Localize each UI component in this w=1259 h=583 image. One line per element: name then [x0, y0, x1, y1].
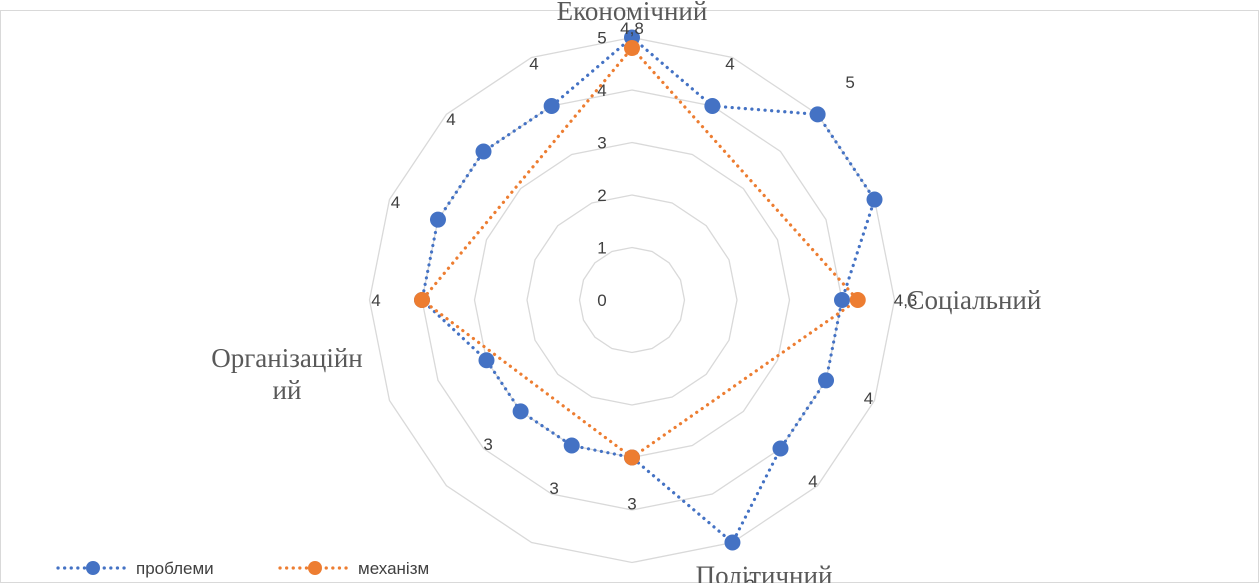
data-point-mechanism: [624, 449, 640, 466]
data-label-problems: 3: [549, 479, 558, 498]
legend-item-problems: проблеми: [56, 559, 214, 578]
category-label: Соціальний: [907, 285, 1042, 315]
data-label-problems: 4,8: [620, 0, 644, 2]
series-layer: [414, 29, 883, 551]
category-label-line: ий: [273, 375, 302, 405]
data-label-problems: 3: [745, 576, 754, 583]
data-point-mechanism: [849, 292, 866, 308]
legend-label: проблеми: [136, 559, 214, 578]
radial-tick-label: 4: [597, 81, 606, 100]
radial-tick-label: 2: [597, 186, 606, 205]
data-point-problems: [818, 372, 835, 389]
radial-tick-label: 3: [597, 134, 606, 153]
data-point-problems: [478, 352, 495, 369]
data-point-problems: [724, 534, 741, 551]
data-label-problems: 4: [371, 291, 380, 310]
data-point-problems: [809, 106, 826, 123]
data-label-problems: 3: [627, 495, 636, 514]
radial-tick-label: 5: [597, 29, 606, 48]
data-point-mechanism: [624, 40, 640, 56]
legend-label: механізм: [358, 559, 429, 578]
grid-ring-5: [368, 36, 896, 564]
data-point-mechanism: [414, 292, 430, 308]
data-point-problems: [563, 437, 580, 454]
category-label: Політичний: [696, 561, 833, 583]
data-label-problems: 5: [845, 73, 854, 92]
radial-tick-label: 1: [597, 239, 606, 258]
data-point-problems: [866, 191, 883, 208]
grid-ring-1: [578, 246, 686, 354]
data-label-problems: 4: [864, 389, 873, 408]
data-point-problems: [543, 97, 560, 114]
category-labels: Економічний Соціальний Політичний Організац…: [211, 0, 1041, 583]
data-point-problems: [834, 292, 850, 308]
data-label-problems: 3: [483, 435, 492, 454]
data-label-problems: 4: [391, 193, 400, 212]
data-label-mechanism: 4,3: [894, 291, 918, 310]
legend: проблеми механізм: [56, 559, 429, 578]
series-line-problems: [420, 35, 877, 546]
legend-marker: [86, 561, 100, 575]
grid-ring-2: [526, 194, 738, 406]
category-label: Економічний: [557, 0, 708, 26]
data-point-problems: [429, 211, 446, 228]
data-label-problems: 4: [446, 110, 455, 129]
data-label-problems: 4: [725, 54, 734, 73]
radial-tick-label: 0: [597, 291, 606, 310]
radial-ticks: 0 1 2 3 4 5: [597, 29, 606, 311]
data-point-problems: [475, 143, 492, 160]
radar-grid: [368, 36, 896, 564]
data-labels: 4,8 4 5 4 4 3 3 3 3 4 4 4 4 4,8 4,3: [371, 0, 917, 583]
data-label-problems: 4: [808, 472, 817, 491]
data-point-problems: [512, 403, 529, 420]
data-point-problems: [772, 440, 789, 457]
legend-marker: [308, 561, 322, 575]
category-label: Організаційн ий: [211, 343, 363, 405]
chart-frame: [0, 10, 1259, 583]
legend-item-mechanism: механізм: [278, 559, 429, 578]
data-label-problems: 4: [529, 54, 538, 73]
data-point-problems: [704, 97, 721, 114]
category-label-line: Організаційн: [211, 343, 363, 373]
data-label-mechanism: 4,8: [620, 19, 644, 38]
